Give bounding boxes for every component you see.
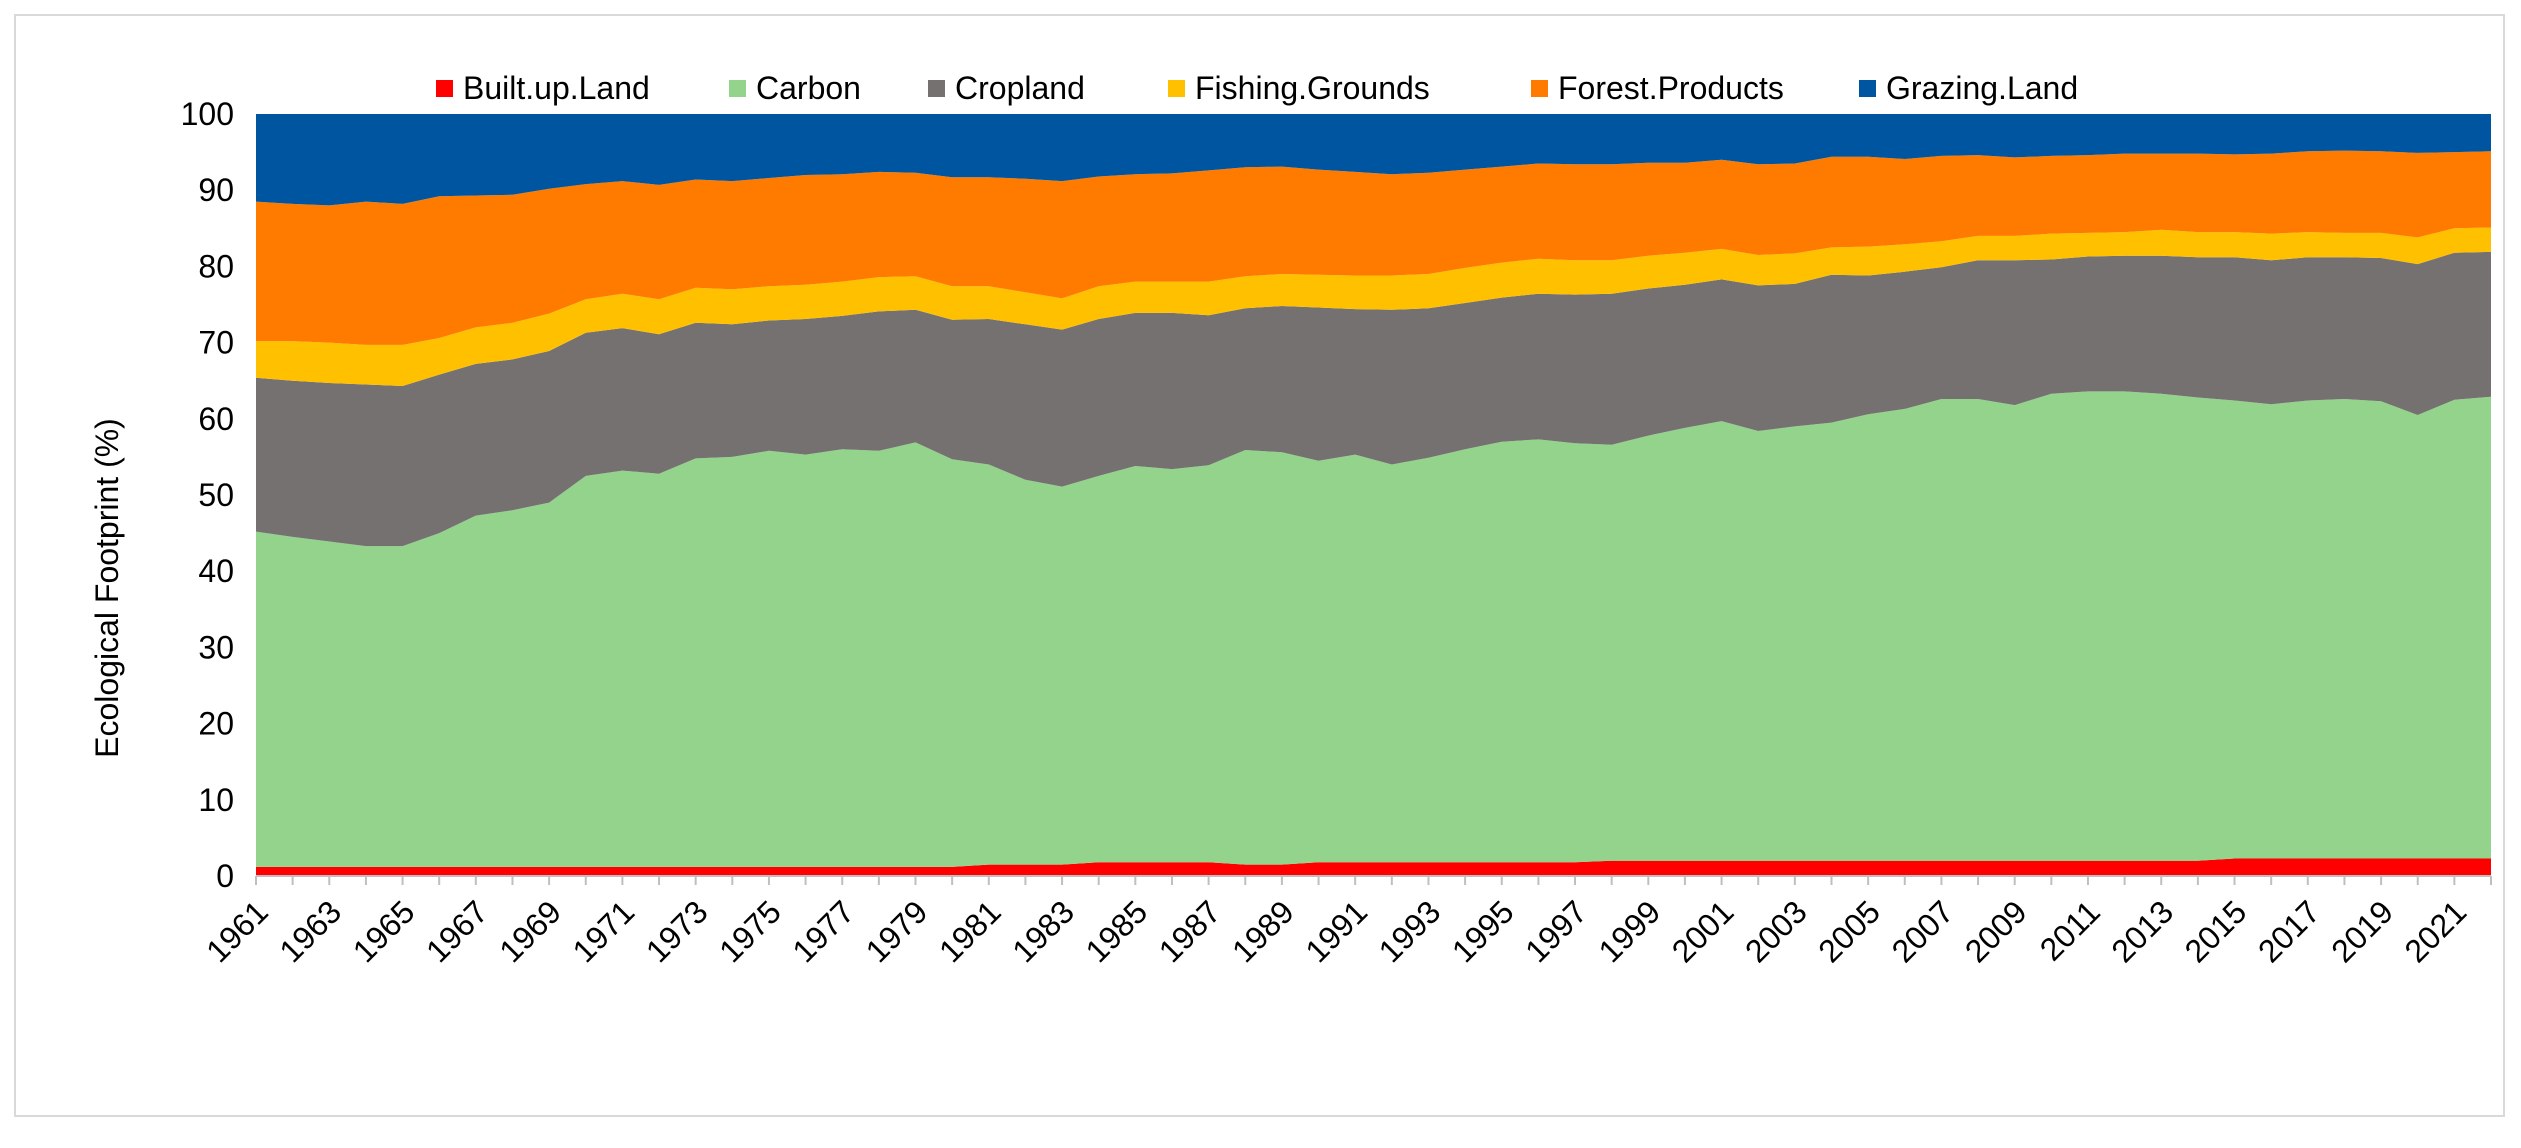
x-tick-label: 1971 [566, 893, 642, 969]
legend-label: Grazing.Land [1886, 70, 2078, 106]
legend-swatch [436, 80, 453, 97]
x-tick-label: 2011 [2033, 893, 2107, 967]
y-tick-label: 20 [198, 706, 234, 742]
legend-label: Carbon [756, 70, 861, 106]
legend-swatch [928, 80, 945, 97]
legend-label: Forest.Products [1558, 70, 1784, 106]
legend-item-forest-products[interactable]: Forest.Products [1531, 70, 1784, 106]
y-axis-label: Ecological Footprint (%) [89, 418, 125, 758]
x-tick-label: 2021 [2398, 893, 2474, 969]
x-tick-label: 1965 [346, 893, 422, 969]
x-tick-label: 1999 [1591, 893, 1667, 969]
x-tick-label: 2003 [1738, 893, 1814, 969]
legend-label: Built.up.Land [463, 70, 650, 106]
x-tick-label: 1985 [1079, 893, 1155, 969]
x-tick-label: 1961 [199, 893, 275, 969]
x-tick-label: 1969 [492, 893, 568, 969]
legend-label: Cropland [955, 70, 1085, 106]
area-cropland [256, 251, 2491, 547]
legend-item-grazing-land[interactable]: Grazing.Land [1859, 70, 2078, 106]
y-tick-label: 90 [198, 172, 234, 208]
legend-swatch [1859, 80, 1876, 97]
x-tick-label: 2001 [1665, 893, 1741, 969]
legend: Built.up.Land Carbon Cropland Fishing.Groun… [436, 70, 2078, 106]
area-carbon [256, 391, 2491, 867]
y-tick-label: 0 [216, 858, 234, 894]
x-tick-label: 1975 [712, 893, 788, 969]
y-tick-label: 60 [198, 401, 234, 437]
x-tick-label: 2009 [1958, 893, 2034, 969]
x-tick-label: 1973 [639, 893, 715, 969]
x-tick-label: 2007 [1885, 893, 1961, 969]
y-tick-label: 100 [181, 96, 234, 132]
x-tick-label: 1987 [1152, 893, 1228, 969]
legend-swatch [729, 80, 746, 97]
y-tick-label: 80 [198, 248, 234, 284]
legend-swatch [1168, 80, 1185, 97]
x-tick-label: 1977 [785, 893, 861, 969]
y-tick-label: 10 [198, 782, 234, 818]
x-tick-label: 2013 [2104, 893, 2180, 969]
area-forest-products [256, 150, 2491, 345]
area-built-up-land [256, 858, 2491, 876]
area-series-group [256, 114, 2491, 876]
legend-item-cropland[interactable]: Cropland [928, 70, 1085, 106]
x-tick-label: 1995 [1445, 893, 1521, 969]
chart-frame: Built.up.Land Carbon Cropland Fishing.Groun… [14, 14, 2505, 1117]
legend-label: Fishing.Grounds [1195, 70, 1430, 106]
legend-item-built-up-land[interactable]: Built.up.Land [436, 70, 650, 106]
x-tick-label: 1981 [932, 893, 1008, 969]
legend-swatch [1531, 80, 1548, 97]
x-tick-label: 2005 [1811, 893, 1887, 969]
y-tick-label: 30 [198, 629, 234, 665]
area-fishing-grounds [256, 227, 2491, 386]
x-tick-label: 2015 [2178, 893, 2254, 969]
x-tick-label: 1983 [1005, 893, 1081, 969]
x-tick-label: 1967 [419, 893, 495, 969]
x-tick-label: 2019 [2324, 893, 2400, 969]
x-tick-label: 2017 [2251, 893, 2327, 969]
y-tick-label: 50 [198, 477, 234, 513]
x-tick-label: 1979 [859, 893, 935, 969]
x-tick-label: 1997 [1518, 893, 1594, 969]
x-tick-label: 1989 [1225, 893, 1301, 969]
x-tick-label: 1991 [1298, 893, 1374, 969]
area-grazing-land [256, 114, 2491, 206]
stacked-area-chart: Built.up.Land Carbon Cropland Fishing.Groun… [89, 70, 2492, 969]
y-tick-label: 70 [198, 325, 234, 361]
legend-item-fishing-grounds[interactable]: Fishing.Grounds [1168, 70, 1430, 106]
legend-item-carbon[interactable]: Carbon [729, 70, 861, 106]
x-tick-label: 1993 [1372, 893, 1448, 969]
x-tick-label: 1963 [272, 893, 348, 969]
y-tick-label: 40 [198, 553, 234, 589]
